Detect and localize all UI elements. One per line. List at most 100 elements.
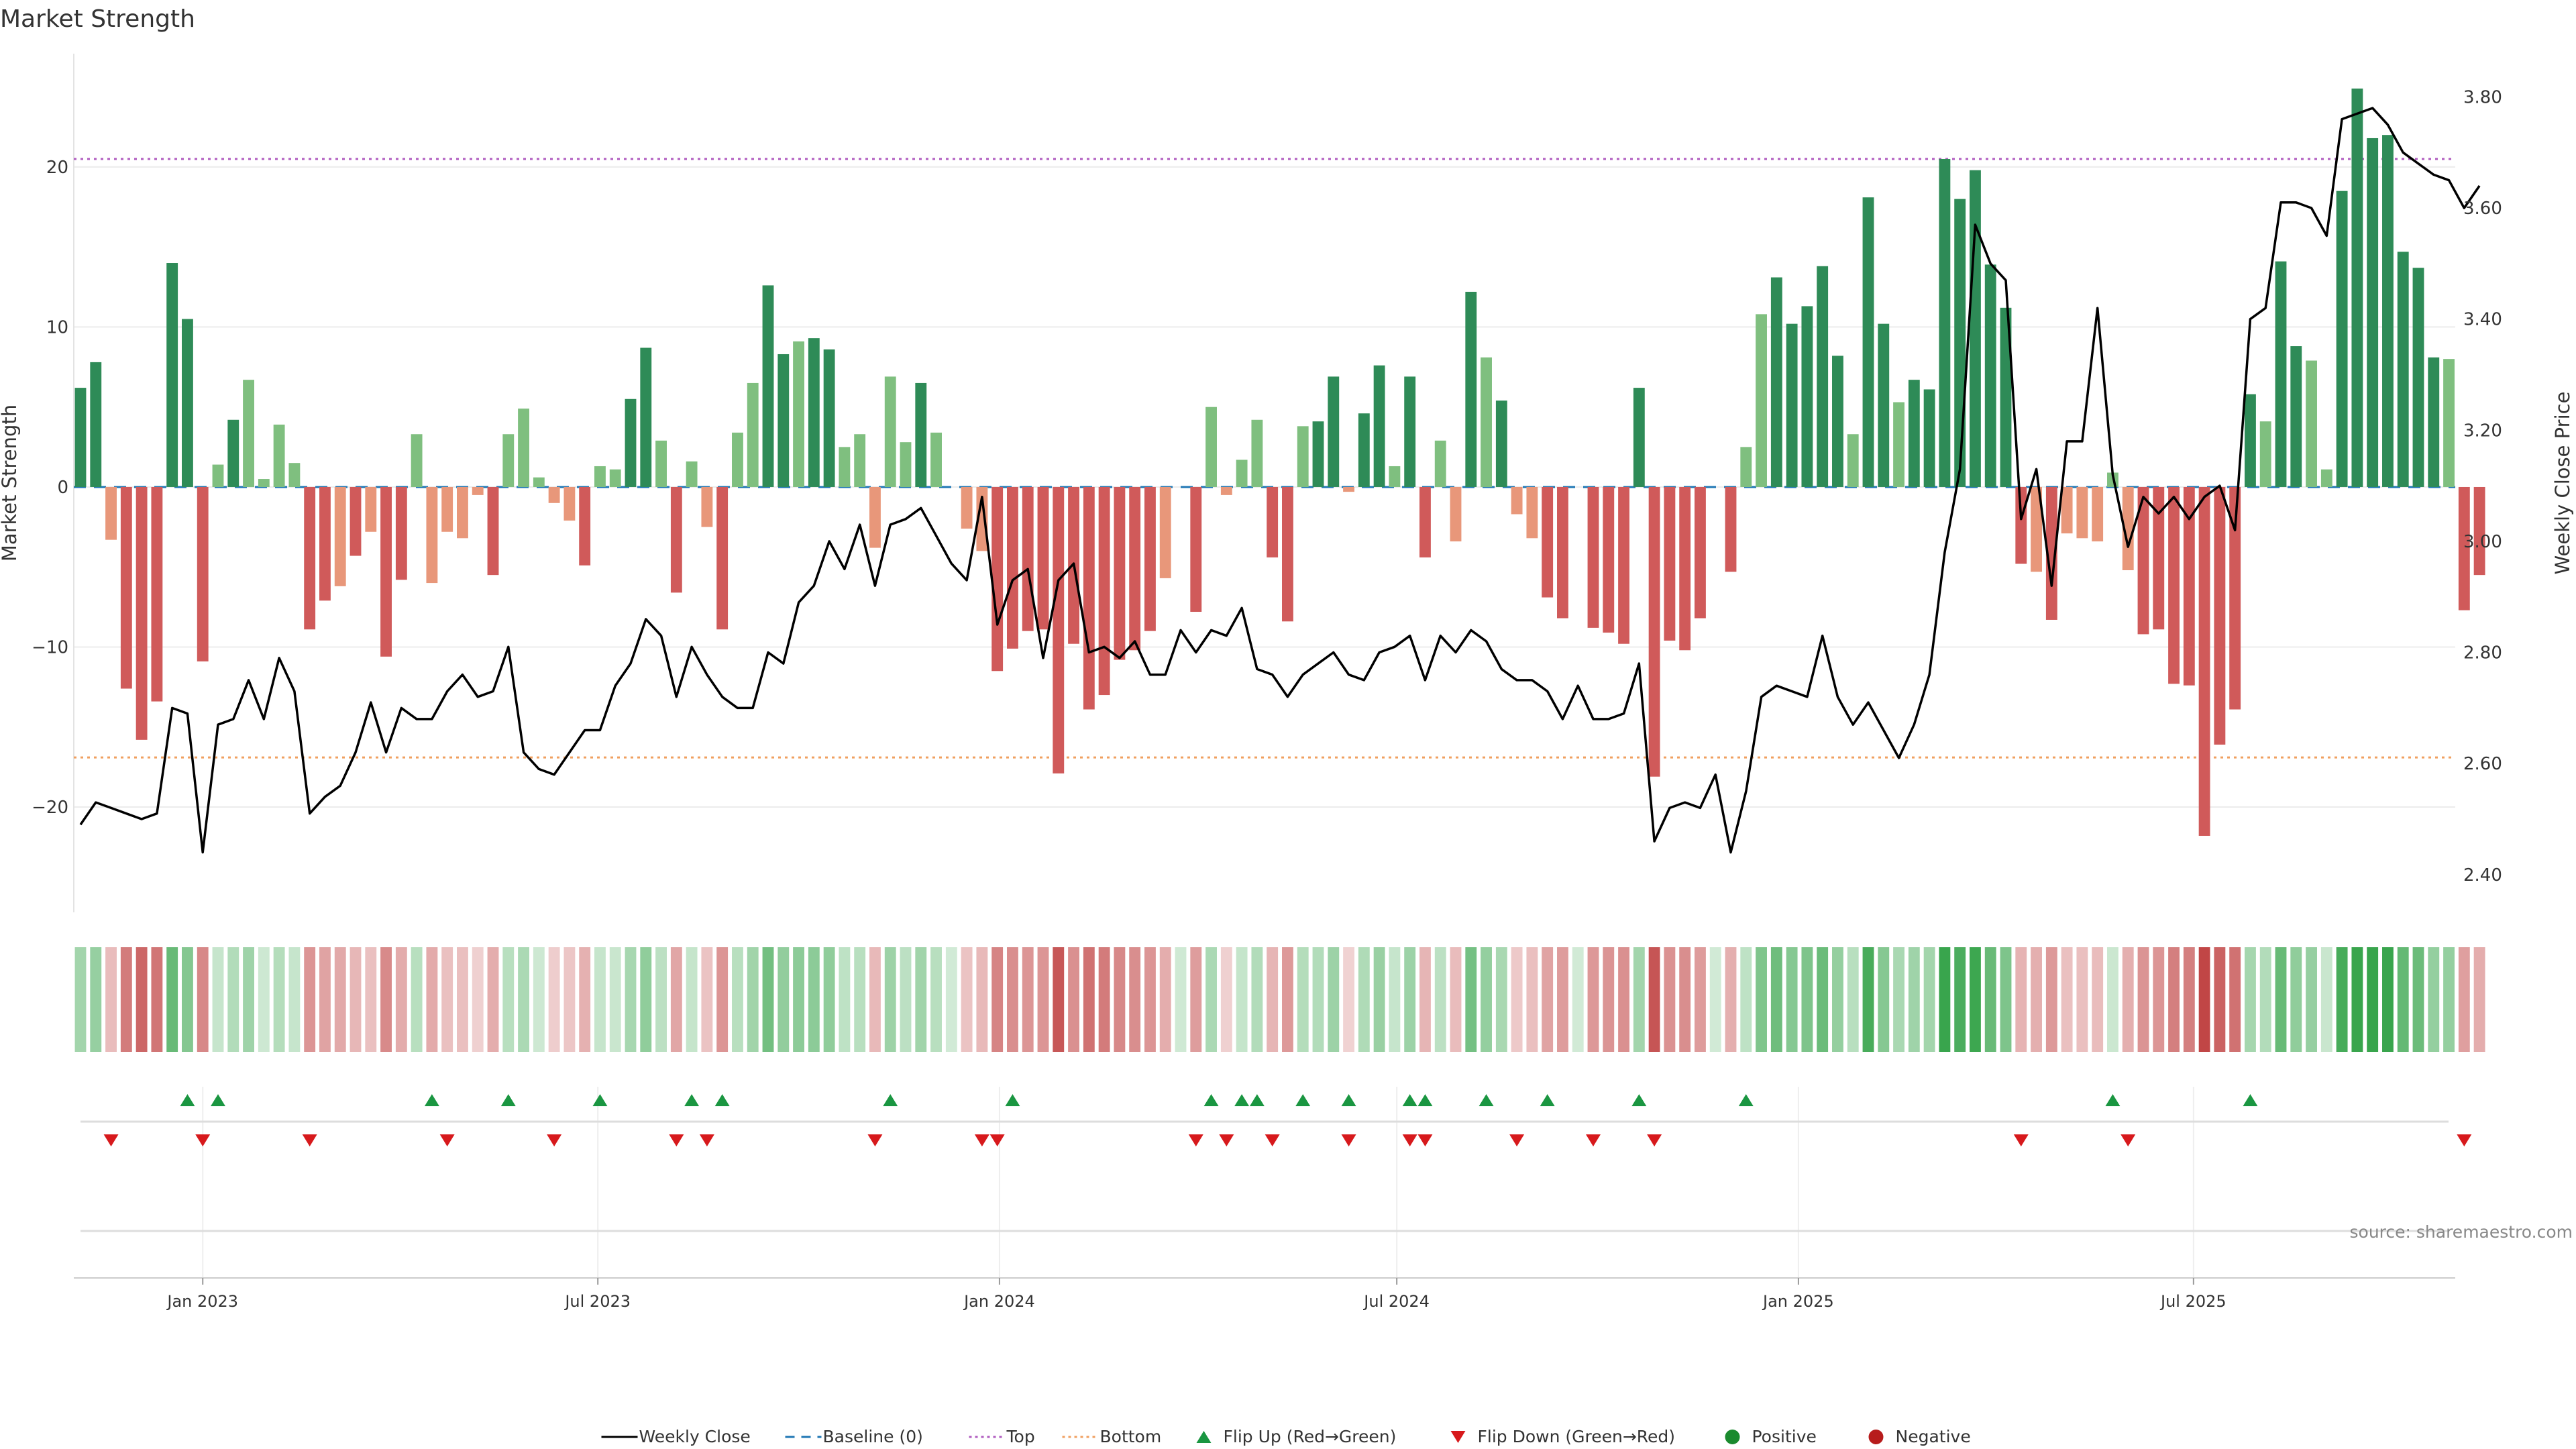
strength-bar <box>1970 170 1981 487</box>
strength-bar <box>2397 252 2409 487</box>
reference-lines <box>74 158 2455 759</box>
flip-up-marker <box>1295 1094 1311 1106</box>
flip-markers <box>80 1094 2472 1232</box>
heat-cell <box>1587 947 1599 1052</box>
flip-down-marker <box>2121 1134 2136 1146</box>
strength-bar <box>609 469 621 487</box>
heat-cell <box>426 947 438 1052</box>
heat-cell <box>1144 947 1156 1052</box>
strength-bar <box>2458 486 2470 610</box>
strength-bar <box>1282 486 1293 622</box>
heat-cell <box>472 947 484 1052</box>
x-tick-label: Jul 2023 <box>564 1292 631 1311</box>
strength-bar <box>1939 158 1951 487</box>
heat-cell <box>2245 947 2256 1052</box>
heat-cell <box>1481 947 1492 1052</box>
flip-down-marker <box>1509 1134 1525 1146</box>
strength-bar <box>2045 486 2057 620</box>
heat-cell <box>1419 947 1431 1052</box>
x-tick-label: Jul 2025 <box>2159 1292 2226 1311</box>
strength-bar <box>991 486 1004 672</box>
heat-cell <box>304 947 316 1052</box>
flip-down-marker <box>669 1134 684 1146</box>
flip-down-marker <box>867 1134 883 1146</box>
heat-cell <box>166 947 178 1052</box>
strength-bar <box>212 464 224 487</box>
strength-bar <box>74 388 87 487</box>
y2-tick-label: 2.60 <box>2463 754 2502 774</box>
heat-cell <box>1190 947 1202 1052</box>
heat-cell <box>1205 947 1217 1052</box>
heat-cell <box>1557 947 1568 1052</box>
strength-bar <box>961 486 973 529</box>
strength-bar <box>426 486 438 584</box>
flip-up-marker <box>1479 1094 1494 1106</box>
heat-cell <box>2168 947 2180 1052</box>
heat-cell <box>1083 947 1095 1052</box>
strength-bar <box>1603 486 1615 633</box>
strength-bar <box>533 477 545 487</box>
strength-bar <box>1893 402 1904 487</box>
strength-bar <box>1007 486 1018 649</box>
strength-bar <box>136 486 148 740</box>
y-tick-label: −10 <box>32 637 68 657</box>
strength-bar <box>2290 346 2302 487</box>
legend-swatch-flip-up <box>1196 1431 1212 1443</box>
heat-cell <box>823 947 835 1052</box>
legend-label: Positive <box>1752 1427 1817 1446</box>
heat-cell <box>1373 947 1385 1052</box>
strength-bar <box>915 382 927 487</box>
strength-bar <box>625 398 637 487</box>
heat-cell <box>2382 947 2394 1052</box>
heat-cell <box>2367 947 2379 1052</box>
strength-bar <box>380 486 392 657</box>
heat-cell <box>1022 947 1034 1052</box>
heat-cell <box>640 947 652 1052</box>
strength-bar <box>2306 360 2317 487</box>
flip-up-marker <box>1631 1094 1647 1106</box>
y2-tick-label: 3.80 <box>2463 88 2502 108</box>
heat-cell <box>2473 947 2485 1052</box>
flip-up-marker <box>883 1094 898 1106</box>
strength-bar <box>1159 486 1171 578</box>
heat-cell <box>1832 947 1843 1052</box>
strength-bar <box>487 486 499 576</box>
y-tick-label: 20 <box>46 158 68 178</box>
legend-label: Baseline (0) <box>823 1427 923 1446</box>
heat-cell <box>2428 947 2440 1052</box>
strength-bar <box>2153 486 2165 630</box>
heat-cell <box>2015 947 2027 1052</box>
heat-cell <box>2458 947 2470 1052</box>
strength-heat-strip <box>74 947 2485 1052</box>
strength-bar <box>227 419 239 487</box>
strength-bar <box>1205 407 1217 487</box>
strength-bar <box>1786 323 1798 487</box>
strength-bar <box>518 409 529 487</box>
heat-cell <box>1495 947 1507 1052</box>
flip-down-marker <box>1265 1134 1280 1146</box>
strength-bar <box>1083 486 1095 710</box>
heat-cell <box>808 947 820 1052</box>
flip-up-marker <box>1402 1094 1417 1106</box>
heat-cell <box>2214 947 2226 1052</box>
strength-bar <box>2412 268 2424 487</box>
flip-up-marker <box>592 1094 608 1106</box>
y2-axis-label: Weekly Close Price <box>2551 392 2574 575</box>
heat-cell <box>533 947 545 1052</box>
strength-bar <box>411 434 423 487</box>
flip-down-marker <box>2013 1134 2029 1146</box>
heat-cell <box>2412 947 2424 1052</box>
heat-cell <box>777 947 790 1052</box>
flip-up-marker <box>2105 1094 2121 1106</box>
heat-cell <box>1159 947 1171 1052</box>
heat-cell <box>732 947 743 1052</box>
heat-cell <box>762 947 774 1052</box>
y-axis-ticks: −20 −10 0 10 20 <box>32 158 68 818</box>
heat-cell <box>1572 947 1584 1052</box>
heat-cell <box>686 947 698 1052</box>
strength-bar <box>2428 357 2440 487</box>
heat-cell <box>655 947 667 1052</box>
flip-up-marker <box>684 1094 700 1106</box>
heat-cell <box>105 947 117 1052</box>
